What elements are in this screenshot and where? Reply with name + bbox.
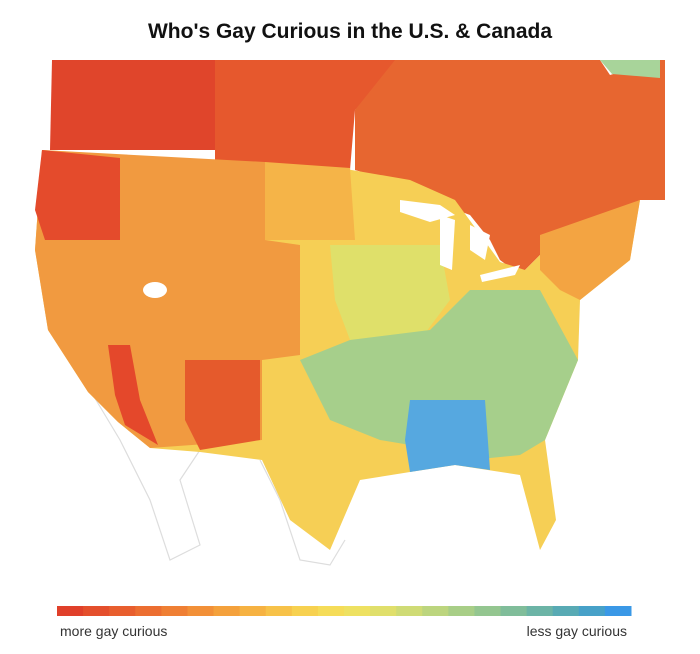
legend-swatch <box>239 606 267 616</box>
legend-swatch <box>161 606 188 616</box>
labrador <box>600 60 660 78</box>
midwest <box>330 245 450 340</box>
legend-swatch <box>578 606 606 616</box>
mexico-outline <box>89 389 346 566</box>
canada-west <box>50 60 215 150</box>
great-lakes <box>400 200 520 282</box>
legend-swatch <box>344 606 371 616</box>
legend-swatch <box>552 606 580 616</box>
southeast <box>300 290 578 460</box>
legend-swatch <box>370 606 397 616</box>
northeast <box>540 200 640 300</box>
canada-central <box>215 60 395 170</box>
deep-south <box>405 400 490 472</box>
legend-swatch <box>474 606 502 616</box>
legend-swatch <box>57 606 84 616</box>
legend-swatch <box>109 606 136 616</box>
legend-swatch <box>291 606 319 616</box>
legend-low-label: more gay curious <box>60 623 167 639</box>
map <box>35 60 665 566</box>
legend-swatch <box>448 606 475 616</box>
pacific-northwest <box>35 150 120 240</box>
legend-swatch <box>187 606 215 616</box>
legend-swatch <box>135 606 162 616</box>
salt-lake <box>143 282 167 298</box>
legend-swatch <box>422 606 449 616</box>
legend-swatch <box>213 606 241 616</box>
legend-swatch <box>265 606 293 616</box>
legend-swatch <box>317 606 345 616</box>
legend-swatch <box>500 606 528 616</box>
legend-high-label: less gay curious <box>527 623 627 639</box>
legend-swatch <box>83 606 110 616</box>
legend: more gay curious less gay curious <box>57 606 632 639</box>
new-mexico <box>185 360 260 450</box>
title: Who's Gay Curious in the U.S. & Canada <box>148 20 552 43</box>
arizona <box>108 345 158 445</box>
legend-swatch <box>604 606 632 616</box>
legend-swatch <box>396 606 423 616</box>
us-north-plains <box>265 162 355 240</box>
legend-swatch <box>526 606 554 616</box>
